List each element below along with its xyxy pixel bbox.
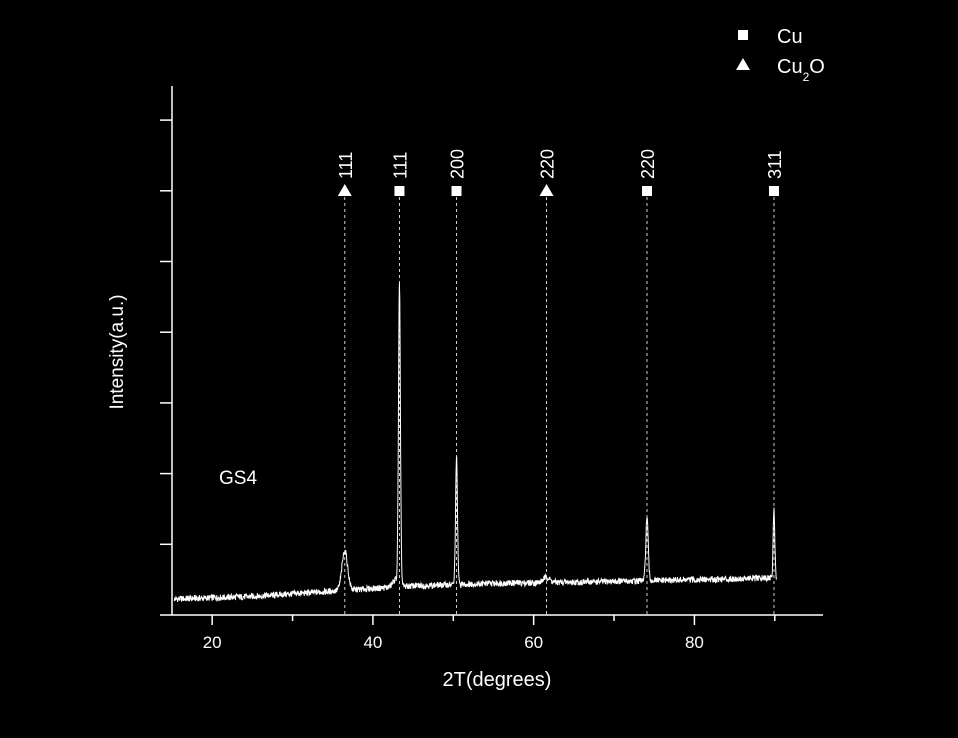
peak-annotations: 111 111 200 220 220 311 [336,149,785,615]
peak-label: 111 [336,152,356,179]
peak-label: 111 [390,152,410,179]
x-tick-label: 40 [363,633,382,652]
peak-annotation: 111 [390,152,410,615]
legend: Cu Cu2O [736,26,825,84]
x-tick-label: 80 [685,633,704,652]
legend-entry: Cu2O [736,56,825,84]
axes: 20 40 60 80 [160,86,823,652]
peak-annotation: 220 [538,149,558,615]
peak-label: 200 [448,149,468,179]
y-axis-label: Intensity(a.u.) [107,294,128,409]
triangle-legend-icon [736,58,750,70]
x-tick-label: 20 [203,633,222,652]
series-line-gs4 [173,282,778,603]
peak-label: 311 [765,150,785,179]
legend-label: Cu2O [777,56,825,84]
peak-annotation: 111 [336,152,356,615]
peak-label: 220 [538,149,558,179]
peak-label: 220 [638,149,658,179]
triangle-marker-icon [337,184,352,196]
x-axis-label: 2T(degrees) [443,669,552,691]
sample-label: GS4 [219,468,257,489]
square-marker-icon [641,186,652,196]
peak-annotation: 311 [765,150,785,615]
peak-annotation: 220 [638,149,658,615]
square-marker-icon [768,186,779,196]
legend-entry: Cu [738,26,803,48]
square-marker-icon [451,186,462,196]
peak-annotation: 200 [448,149,468,615]
square-legend-icon [738,30,748,40]
legend-label: Cu [777,26,803,48]
x-tick-label: 60 [524,633,543,652]
triangle-marker-icon [539,184,554,196]
square-marker-icon [394,186,405,196]
